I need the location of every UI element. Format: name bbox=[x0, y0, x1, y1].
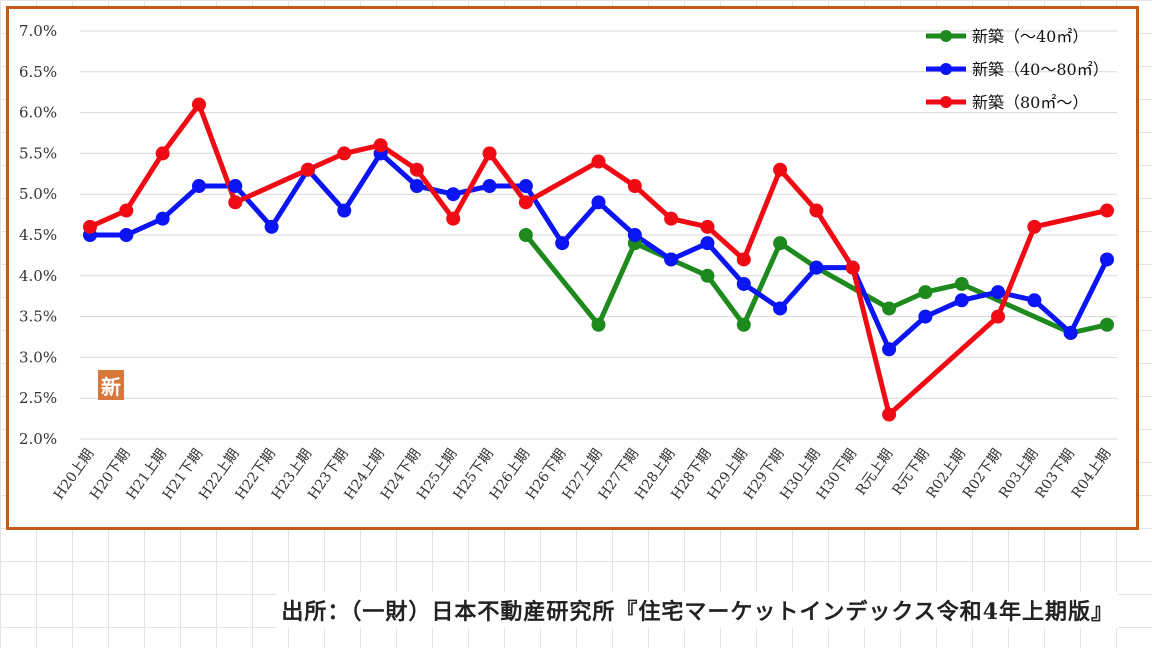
data-point-series-2 bbox=[1100, 252, 1114, 267]
y-tick-label: 6.0% bbox=[19, 104, 57, 122]
data-point-series-2 bbox=[518, 179, 533, 194]
data-point-series-3 bbox=[991, 309, 1006, 324]
data-point-series-1 bbox=[518, 228, 533, 242]
data-point-series-1 bbox=[918, 285, 933, 300]
data-point-series-2 bbox=[264, 219, 279, 234]
data-point-series-3 bbox=[591, 154, 606, 169]
data-point-series-3 bbox=[809, 203, 824, 218]
data-point-series-3 bbox=[700, 219, 715, 234]
data-point-series-1 bbox=[882, 301, 897, 316]
legend-marker bbox=[940, 63, 952, 75]
data-point-series-3 bbox=[446, 211, 461, 226]
data-point-series-2 bbox=[228, 179, 243, 194]
data-point-series-1 bbox=[954, 276, 969, 291]
data-point-series-2 bbox=[918, 309, 933, 324]
data-point-series-3 bbox=[736, 252, 751, 267]
data-point-series-1 bbox=[773, 236, 788, 251]
data-point-series-2 bbox=[773, 301, 788, 316]
data-point-series-2 bbox=[191, 179, 206, 194]
data-point-series-3 bbox=[228, 195, 243, 210]
data-point-series-2 bbox=[700, 236, 715, 251]
legend-label: 新築（～40㎡） bbox=[972, 27, 1088, 46]
legend-marker bbox=[940, 30, 952, 42]
data-point-series-3 bbox=[482, 146, 497, 161]
y-tick-label: 6.5% bbox=[19, 63, 57, 81]
data-point-series-2 bbox=[1063, 325, 1078, 340]
data-point-series-2 bbox=[446, 187, 461, 202]
y-tick-label: 4.0% bbox=[19, 267, 57, 285]
data-point-series-2 bbox=[555, 236, 570, 251]
data-point-series-2 bbox=[809, 260, 824, 275]
data-point-series-1 bbox=[736, 317, 751, 332]
series-line-1 bbox=[523, 233, 1108, 336]
data-point-series-2 bbox=[954, 293, 969, 308]
y-tick-label: 3.0% bbox=[19, 348, 57, 366]
data-point-series-2 bbox=[991, 285, 1006, 300]
data-point-series-3 bbox=[83, 219, 97, 234]
data-point-series-3 bbox=[845, 260, 860, 275]
data-point-series-3 bbox=[882, 407, 897, 422]
y-tick-label: 3.5% bbox=[19, 308, 57, 326]
data-point-series-3 bbox=[191, 97, 206, 112]
data-point-series-3 bbox=[373, 138, 388, 153]
data-point-series-2 bbox=[337, 203, 352, 218]
data-point-series-3 bbox=[300, 162, 315, 177]
data-point-series-3 bbox=[409, 162, 424, 177]
source-note: 出所：（一財）日本不動産研究所『住宅マーケットインデックス令和4年上期版』 bbox=[277, 592, 1118, 628]
y-tick-label: 5.0% bbox=[19, 185, 57, 203]
y-tick-label: 2.0% bbox=[19, 430, 57, 448]
data-point-series-3 bbox=[518, 195, 533, 210]
data-point-series-2 bbox=[1027, 293, 1042, 308]
data-point-series-2 bbox=[409, 179, 424, 194]
new-build-stamp-icon: 新 bbox=[98, 370, 124, 400]
legend-label: 新築（80㎡～） bbox=[972, 93, 1088, 112]
data-point-series-3 bbox=[627, 179, 642, 194]
data-point-series-2 bbox=[591, 195, 606, 210]
data-point-series-2 bbox=[119, 228, 134, 242]
series-line-3 bbox=[88, 101, 1108, 417]
data-point-series-3 bbox=[773, 162, 788, 177]
legend-label: 新築（40～80㎡） bbox=[972, 60, 1109, 79]
data-point-series-2 bbox=[664, 252, 679, 267]
y-tick-label: 5.5% bbox=[19, 144, 57, 162]
data-point-series-1 bbox=[1100, 317, 1114, 332]
data-point-series-2 bbox=[882, 342, 897, 357]
data-point-series-2 bbox=[482, 179, 497, 194]
data-point-series-3 bbox=[1027, 219, 1042, 234]
y-tick-label: 4.5% bbox=[19, 226, 57, 244]
data-point-series-1 bbox=[591, 317, 606, 332]
data-point-series-3 bbox=[119, 203, 134, 218]
chart-frame: 2.0% 2.5% 3.0% 3.5% 4.0% 4.5% 5.0% 5.5% 6.0% 6.5%… bbox=[6, 6, 1139, 530]
data-point-series-1 bbox=[700, 268, 715, 283]
data-point-series-3 bbox=[1100, 203, 1114, 218]
legend-marker bbox=[940, 96, 952, 108]
data-point-series-3 bbox=[664, 211, 679, 226]
y-tick-label: 7.0% bbox=[19, 22, 57, 40]
data-point-series-2 bbox=[627, 228, 642, 242]
data-point-series-2 bbox=[736, 276, 751, 291]
data-point-series-2 bbox=[155, 211, 170, 226]
y-tick-label: 2.5% bbox=[19, 389, 57, 407]
data-point-series-3 bbox=[155, 146, 170, 161]
data-point-series-3 bbox=[337, 146, 352, 161]
line-chart: 2.0% 2.5% 3.0% 3.5% 4.0% 4.5% 5.0% 5.5% 6.0% 6.5%… bbox=[19, 22, 1117, 503]
